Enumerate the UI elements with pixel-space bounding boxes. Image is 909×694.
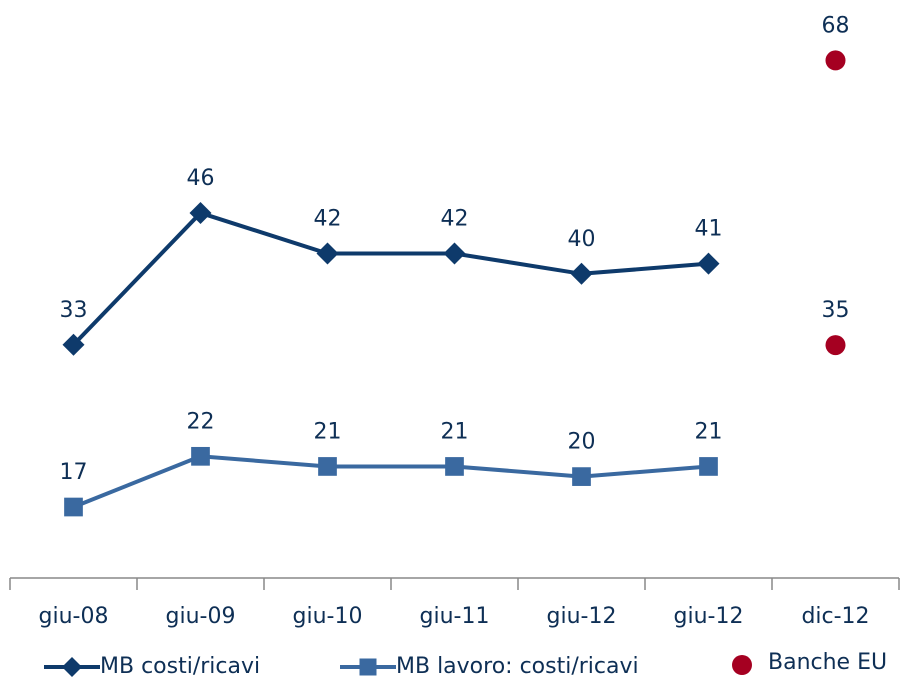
legend-marker bbox=[359, 658, 377, 676]
series-line bbox=[72, 454, 709, 509]
legend-marker bbox=[732, 655, 752, 675]
data-label: 33 bbox=[60, 298, 88, 323]
data-label: 21 bbox=[441, 419, 469, 444]
data-label: 20 bbox=[568, 430, 596, 455]
series-line bbox=[72, 210, 709, 347]
data-label: 40 bbox=[568, 227, 596, 252]
data-point bbox=[316, 242, 339, 265]
data-point bbox=[825, 50, 846, 71]
data-point bbox=[445, 457, 464, 476]
data-label: 17 bbox=[60, 460, 88, 485]
data-label: 21 bbox=[695, 419, 723, 444]
data-point bbox=[699, 457, 718, 476]
data-label: 41 bbox=[695, 217, 723, 242]
x-tick-label: giu-08 bbox=[39, 604, 109, 629]
x-tick-label: dic-12 bbox=[801, 604, 869, 629]
legend-label: MB costi/ricavi bbox=[100, 654, 260, 679]
legend-label: Banche EU bbox=[768, 650, 887, 675]
data-label: 35 bbox=[822, 298, 850, 323]
data-label: 21 bbox=[314, 419, 342, 444]
data-point bbox=[572, 467, 591, 486]
data-point bbox=[697, 252, 720, 275]
data-label: 68 bbox=[822, 13, 850, 38]
data-label: 42 bbox=[441, 207, 469, 232]
data-point bbox=[318, 457, 337, 476]
data-point bbox=[570, 262, 593, 285]
legend-label: MB lavoro: costi/ricavi bbox=[396, 654, 639, 679]
data-point bbox=[62, 333, 85, 356]
x-tick-label: giu-10 bbox=[293, 604, 363, 629]
data-point bbox=[189, 201, 212, 224]
x-tick-label: giu-09 bbox=[166, 604, 236, 629]
data-label: 22 bbox=[187, 409, 215, 434]
legend-marker bbox=[62, 657, 82, 677]
data-point bbox=[443, 242, 466, 265]
data-point bbox=[825, 335, 846, 356]
data-point bbox=[191, 446, 210, 466]
x-tick-label: giu-12 bbox=[674, 604, 744, 629]
x-tick-label: giu-12 bbox=[547, 604, 617, 629]
data-label: 46 bbox=[187, 166, 215, 191]
data-point bbox=[64, 497, 83, 517]
x-tick-label: giu-11 bbox=[420, 604, 490, 629]
data-label: 42 bbox=[314, 207, 342, 232]
